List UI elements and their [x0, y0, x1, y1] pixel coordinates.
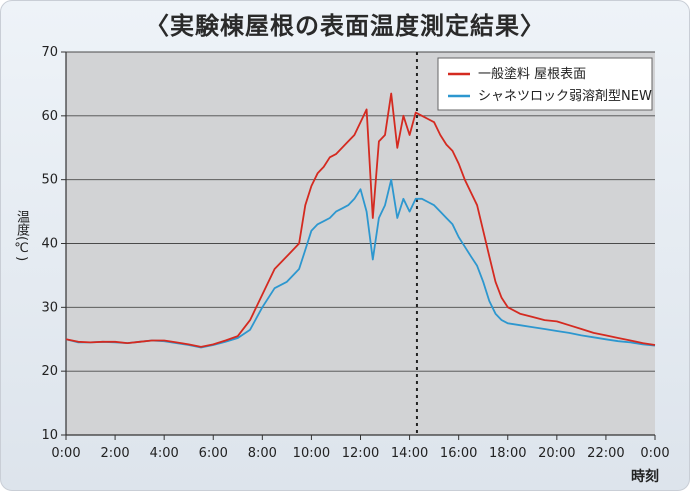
x-tick-label: 0:00: [51, 446, 80, 461]
x-tick-label: 20:00: [538, 446, 575, 461]
y-tick-label: 70: [41, 45, 58, 60]
y-axis-label: 温度(℃): [14, 210, 29, 262]
y-tick-label: 20: [41, 364, 58, 379]
x-tick-label: 4:00: [150, 446, 179, 461]
chart-title: 〈実験棟屋根の表面温度測定結果〉: [145, 12, 545, 40]
x-axis-label: 時刻: [631, 469, 659, 485]
x-tick-label: 10:00: [293, 446, 330, 461]
legend-box: [437, 57, 653, 111]
x-tick-label: 2:00: [100, 446, 129, 461]
y-tick-label: 60: [41, 109, 58, 124]
x-tick-label: 22:00: [587, 446, 624, 461]
series-line: [65, 92, 656, 348]
x-tick-label: 16:00: [440, 446, 477, 461]
legend-label: シャネツロック弱溶剤型NEW: [478, 88, 652, 104]
x-tick-label: 6:00: [199, 446, 228, 461]
x-tick-label: 8:00: [248, 446, 277, 461]
x-tick-label: 14:00: [391, 446, 428, 461]
x-tick-label: 0:00: [640, 446, 669, 461]
x-tick-label: 12:00: [342, 446, 379, 461]
y-tick-label: 50: [41, 173, 58, 188]
x-tick-label: 18:00: [489, 446, 526, 461]
y-tick-label: 30: [41, 300, 58, 315]
legend-label: 一般塗料 屋根表面: [478, 66, 586, 82]
y-tick-label: 40: [41, 237, 58, 252]
y-tick-label: 10: [41, 428, 58, 443]
